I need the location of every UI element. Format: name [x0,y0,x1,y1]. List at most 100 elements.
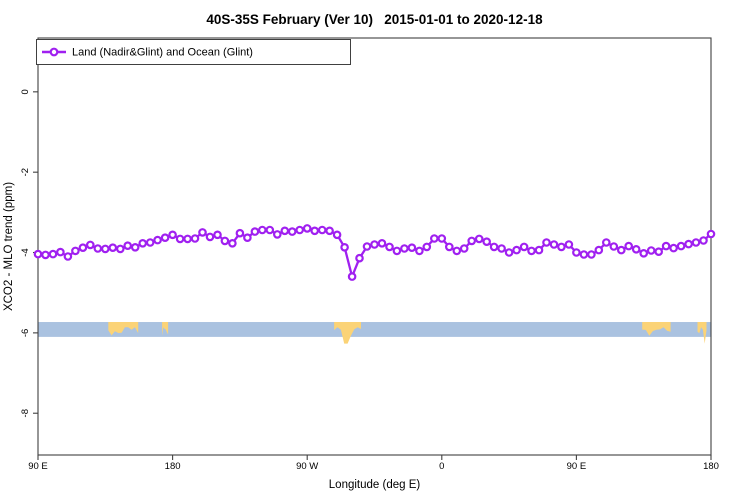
legend-label: Land (Nadir&Glint) and Ocean (Glint) [72,47,253,59]
data-point [639,249,649,258]
data-point [213,230,222,240]
data-point [415,246,424,256]
ocean-land-band [38,322,711,344]
data-point [78,243,88,253]
data-point [228,239,237,248]
data-point [310,226,320,236]
data-point [175,234,185,244]
data-point [654,247,664,257]
data-point [355,253,364,263]
data-point [138,239,148,248]
data-point [557,242,566,252]
data-series [33,224,716,281]
data-point [295,225,305,235]
data-point [392,246,402,256]
data-point [198,228,207,237]
data-point [33,249,43,259]
y-axis-title: XCO2 - MLO trend (ppm) [3,182,15,311]
legend-box [36,39,351,65]
data-point [123,241,133,251]
data-point [497,244,506,253]
data-point [145,238,155,247]
land-patch-south-america [334,322,361,344]
data-point [519,242,529,252]
data-point [661,241,671,251]
data-point [691,238,701,247]
data-point [205,232,215,242]
data-point [302,224,312,233]
data-point [250,227,260,236]
data-point [153,235,162,245]
data-point [444,242,454,252]
data-point [108,243,118,253]
data-point [437,234,447,243]
data-point [482,237,492,247]
legend: Land (Nadir&Glint) and Ocean (Glint) [36,39,351,65]
land-patch-australia [108,322,139,336]
data-point [684,239,693,249]
chart-title: 40S-35S February (Ver 10) 2015-01-01 to … [206,12,543,27]
data-point [48,249,58,259]
plot-border [37,37,712,456]
data-point [624,241,634,251]
data-point [220,236,230,246]
data-point [527,246,536,256]
data-point [385,242,394,252]
data-point [489,242,499,252]
axis-ticks: 90 E 180 90 W 0 90 E 180 0 -2 -4 -6 -8 [20,89,719,472]
x-tick-label: 180 [165,461,181,472]
data-point [183,234,192,244]
data-point [594,245,604,255]
data-point [325,226,334,236]
data-point [579,250,589,259]
x-tick-label: 0 [439,461,444,472]
y-tick-label: -4 [20,248,31,256]
data-point [190,234,200,243]
data-point [609,242,619,251]
data-point [572,248,581,257]
data-point [340,243,349,252]
y-tick-label: 0 [20,89,31,94]
data-point [699,236,708,245]
data-point [549,240,559,249]
data-point [587,250,596,259]
data-point [452,246,462,256]
data-point [467,236,477,246]
land-patch-new-zealand-wrap [697,322,707,344]
data-point [160,233,170,243]
land-patch-new-zealand [162,322,169,336]
data-point [542,238,551,247]
data-point [63,252,73,261]
data-point [706,229,716,239]
data-point [362,242,372,251]
data-point [474,234,484,244]
data-point [370,240,379,249]
data-point [377,239,387,248]
data-point [534,245,544,255]
data-point [168,230,177,240]
data-point [71,246,80,256]
data-point [504,248,514,257]
data-point [101,244,110,254]
data-point [287,227,297,236]
data-point [429,234,439,243]
y-tick-label: -6 [20,329,31,337]
series-line [37,227,712,281]
x-axis-title: Longitude (deg E) [329,479,421,491]
data-point [422,242,432,252]
data-point [332,230,342,240]
data-point [459,244,469,253]
data-point [272,230,282,239]
x-tick-label: 180 [703,461,719,472]
data-point [116,244,125,254]
data-point [669,243,678,253]
data-point [512,245,521,255]
data-point [280,226,290,236]
data-point [564,240,574,249]
x-tick-label: 90 W [296,461,318,472]
data-point [265,225,275,235]
open-circle-icon [49,47,59,57]
data-point [86,240,95,250]
